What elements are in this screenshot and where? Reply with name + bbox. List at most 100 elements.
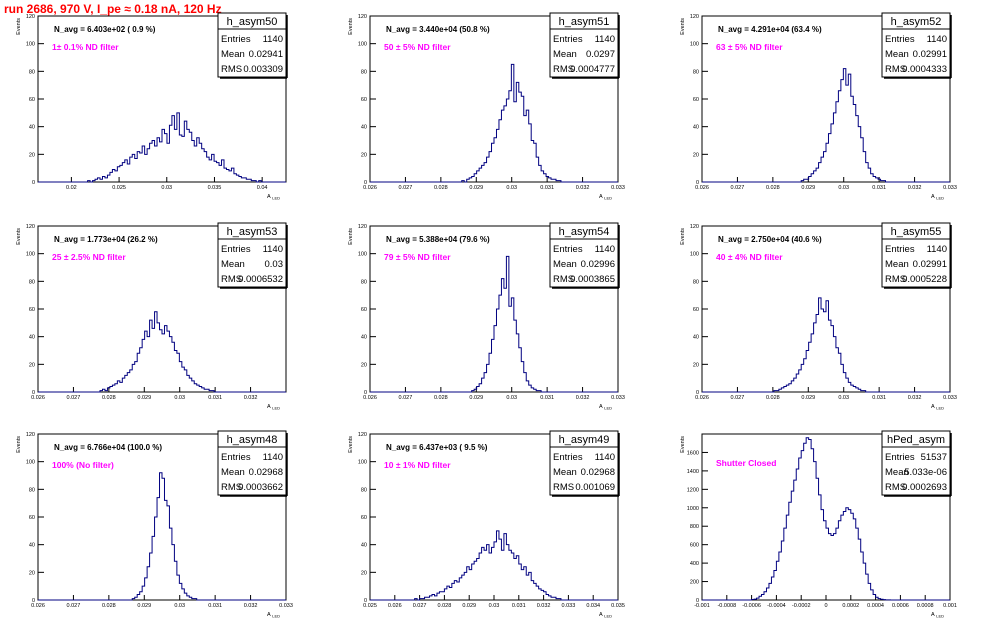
x-tick-label: 0.033 [611, 395, 625, 401]
y-tick-label: 40 [29, 543, 35, 549]
x-tick-label: 0.026 [388, 603, 402, 609]
x-tick-label: 0.031 [208, 603, 222, 609]
x-tick-label: 0.032 [244, 395, 258, 401]
x-tick-label: 0.027 [413, 603, 427, 609]
stats-box [881, 430, 951, 496]
stats-box [217, 430, 287, 496]
y-tick-label: 600 [690, 543, 699, 549]
x-tick-label: 0.028 [102, 603, 116, 609]
x-tick-label: -0.001 [694, 603, 710, 609]
y-tick-label: 100 [690, 42, 699, 48]
x-tick-label: 0.033 [279, 603, 293, 609]
y-tick-label: 400 [690, 561, 699, 567]
navg-label: N_avg = 5.388e+04 (79.6 %) [386, 235, 490, 244]
x-tick-label: 0.026 [31, 395, 45, 401]
y-tick-label: 0 [696, 390, 699, 396]
y-tick-label: 60 [693, 307, 699, 313]
y-tick-label: 0 [696, 598, 699, 604]
stats-box [881, 222, 951, 288]
stats-box [217, 222, 287, 288]
x-tick-label: 0.03 [489, 603, 500, 609]
filter-label: 1± 0.1% ND filter [52, 42, 119, 52]
x-tick-label: 0.0002 [842, 603, 859, 609]
y-tick-label: 80 [29, 487, 35, 493]
stats-value: 0.02941 [249, 49, 283, 60]
stats-value: 1140 [263, 34, 283, 45]
stats-key: RMS [221, 64, 242, 75]
stats-value: 1140 [263, 244, 283, 255]
y-tick-label: 20 [361, 152, 367, 158]
x-tick-label: 0.028 [766, 395, 780, 401]
x-tick-label: 0.028 [766, 185, 780, 191]
x-tick-label: 0.03 [838, 185, 849, 191]
stats-value: 0.0006532 [238, 274, 283, 285]
y-tick-label: 100 [358, 460, 367, 466]
histogram-panel-h_asym53: 0 20 40 60 80 100 120 0.026 0.027 0.028 0.029 0.03 0… [16, 222, 288, 411]
stats-title: h_asym49 [559, 434, 610, 446]
y-tick-label: 1200 [687, 487, 699, 493]
stats-value: 51537 [921, 452, 947, 463]
x-tick-label: 0.033 [562, 603, 576, 609]
x-axis-title: A LED [931, 404, 944, 411]
histogram-line [702, 68, 950, 183]
x-tick-label: 0.032 [576, 185, 590, 191]
y-tick-label: 20 [29, 152, 35, 158]
y-tick-label: 80 [29, 69, 35, 75]
x-axis-title: A LED [931, 612, 944, 619]
filter-label: 10 ± 1% ND filter [384, 460, 451, 470]
y-tick-label: 120 [358, 224, 367, 230]
stats-value: 0.02991 [913, 259, 947, 270]
stats-value: 1140 [595, 244, 615, 255]
y-tick-label: 1400 [687, 469, 699, 475]
stats-box [549, 222, 619, 288]
x-tick-label: 0.03 [838, 395, 849, 401]
y-tick-label: 60 [693, 97, 699, 103]
x-tick-label: 0.02 [66, 185, 77, 191]
stats-key: Entries [221, 244, 251, 255]
stats-box [217, 12, 287, 78]
x-tick-label: 0.027 [67, 395, 81, 401]
x-tick-label: -0.0006 [742, 603, 761, 609]
stats-title: h_asym53 [227, 226, 278, 238]
x-tick-label: 0.031 [872, 395, 886, 401]
y-tick-label: 120 [358, 14, 367, 20]
y-axis-title: Events [680, 228, 686, 245]
x-axis-title: A LED [599, 194, 612, 201]
y-tick-label: 40 [693, 125, 699, 131]
navg-label: N_avg = 6.766e+04 (100.0 %) [54, 443, 162, 452]
histogram-panel-h_asym49: 0 20 40 60 80 100 120 0.025 0.026 0.027 0.028 0.029… [348, 430, 625, 619]
y-axis-title: Events [16, 228, 22, 245]
navg-label: N_avg = 6.403e+02 ( 0.9 %) [54, 25, 156, 34]
stats-value: 0.0297 [586, 49, 615, 60]
y-tick-label: 20 [361, 362, 367, 368]
stats-key: Entries [553, 452, 583, 463]
filter-label: 25 ± 2.5% ND filter [52, 252, 126, 262]
histogram-panel-h_asym55: 0 20 40 60 80 100 120 0.026 0.027 0.028 0.029 0.03 0… [680, 222, 957, 411]
x-tick-label: 0.027 [399, 395, 413, 401]
x-axis-title: A LED [267, 194, 280, 201]
y-tick-label: 80 [361, 487, 367, 493]
filter-label: 100% (No filter) [52, 460, 114, 470]
stats-value: 1140 [927, 244, 947, 255]
y-tick-label: 60 [29, 515, 35, 521]
stats-value: 0.0002693 [902, 482, 947, 493]
y-tick-label: 100 [690, 252, 699, 258]
stats-key: RMS [885, 64, 906, 75]
histogram-panel-h_asym51: 0 20 40 60 80 100 120 0.026 0.027 0.028 0.029 0.03 0… [348, 12, 625, 201]
x-tick-label: 0.032 [908, 185, 922, 191]
stats-box [549, 430, 619, 496]
y-tick-label: 20 [693, 152, 699, 158]
stats-title: h_asym52 [891, 16, 942, 28]
histogram-line [370, 255, 618, 393]
stats-value: 0.003309 [243, 64, 283, 75]
x-tick-label: 0.03 [174, 603, 185, 609]
y-tick-label: 200 [690, 580, 699, 586]
stats-key: RMS [221, 482, 242, 493]
stats-value: 0.02996 [581, 259, 615, 270]
y-tick-label: 80 [693, 69, 699, 75]
stats-value: 1140 [263, 452, 283, 463]
y-tick-label: 0 [364, 598, 367, 604]
stats-key: RMS [221, 274, 242, 285]
x-tick-label: 0.04 [257, 185, 268, 191]
